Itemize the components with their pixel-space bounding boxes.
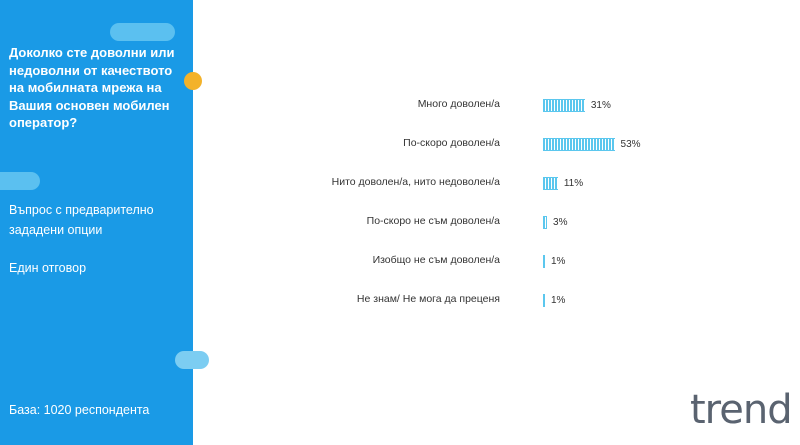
decorative-pill-bottom — [175, 351, 209, 369]
bar — [543, 99, 585, 112]
value-label: 1% — [551, 256, 566, 267]
bar — [543, 138, 615, 151]
value-label: 11% — [563, 178, 584, 189]
question-text: Доколко сте доволни или недоволни от кач… — [9, 45, 175, 130]
decorative-pill-top — [110, 23, 175, 41]
category-label: Изобщо не съм доволен/а — [372, 254, 500, 266]
value-label: 3% — [553, 217, 568, 228]
note-answer-type: Един отговор — [9, 261, 87, 275]
value-label: 1% — [551, 295, 566, 306]
bar — [543, 216, 548, 229]
bar-chart: Много доволен/а 31% По-скоро доволен/а 53% Н… — [195, 95, 695, 325]
category-label: Нито доволен/а, нито недоволен/а — [331, 176, 500, 188]
bar — [543, 177, 558, 190]
category-label: По-скоро доволен/а — [403, 137, 500, 149]
trend-logo: trend — [690, 387, 793, 433]
accent-dot — [184, 72, 202, 90]
decorative-pill-middle — [0, 172, 40, 190]
value-label: 31% — [590, 100, 611, 111]
bar — [543, 255, 545, 268]
value-label: 53% — [620, 139, 641, 150]
note-options: Въпрос с предварително зададени опции — [9, 203, 154, 237]
sidebar: Доколко сте доволни или недоволни от кач… — [0, 0, 193, 445]
bar — [543, 294, 545, 307]
category-label: По-скоро не съм доволен/а — [366, 215, 500, 227]
respondent-base: База: 1020 респондента — [9, 403, 150, 417]
category-label: Не знам/ Не мога да преценя — [356, 293, 500, 305]
category-label: Много доволен/а — [417, 98, 500, 110]
